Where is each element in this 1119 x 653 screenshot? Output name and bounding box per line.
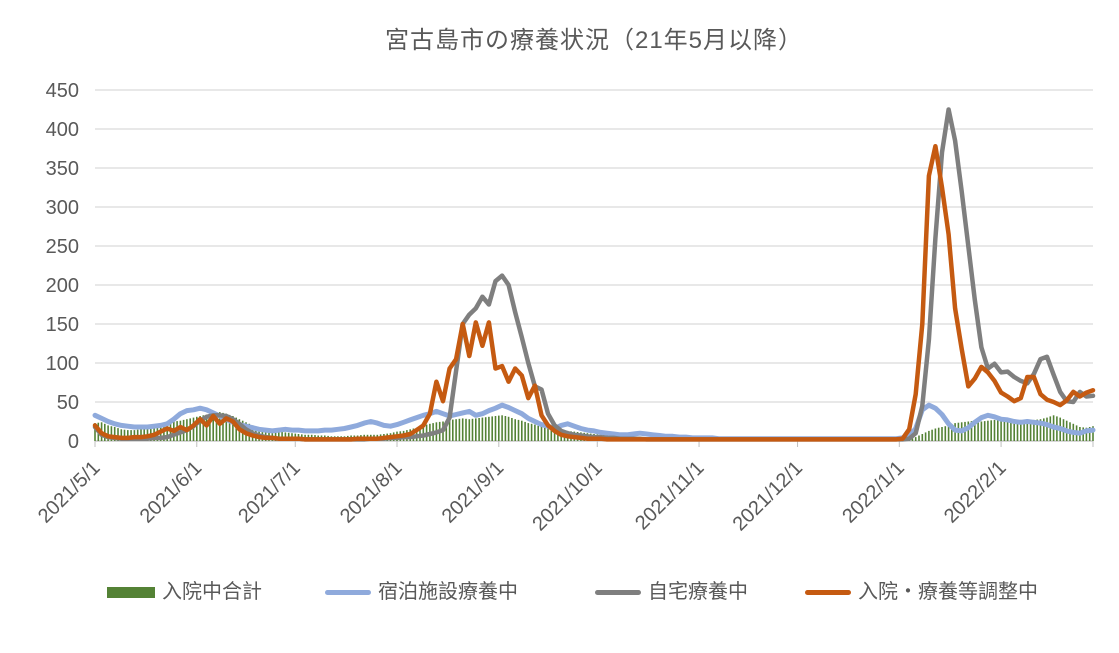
x-axis-label: 2022/1/1 — [838, 457, 909, 528]
line-adjustment-pending — [92, 143, 1096, 442]
x-axis-label: 2021/12/1 — [729, 457, 807, 535]
legend-label-hotel-care: 宿泊施設療養中 — [378, 581, 518, 603]
y-axis-label: 150 — [46, 314, 79, 336]
legend-item-adjustment-pending: 入院・療養等調整中 — [805, 580, 1038, 604]
x-axis-label: 2021/11/1 — [631, 457, 708, 534]
x-axis-label: 2021/6/1 — [136, 457, 207, 528]
x-axis-label: 2021/5/1 — [34, 457, 105, 528]
x-axis-label: 2021/9/1 — [438, 457, 509, 528]
y-axis-label: 400 — [46, 119, 79, 141]
y-axis-label: 200 — [46, 275, 79, 297]
y-axis-label: 300 — [46, 197, 79, 219]
legend-item-hospitalized-total: 入院中合計 — [107, 580, 262, 604]
y-axis-label: 450 — [46, 80, 79, 102]
legend-item-hotel-care: 宿泊施設療養中 — [325, 580, 518, 604]
legend-label-home-care: 自宅療養中 — [648, 581, 748, 603]
legend-label-adjustment-pending: 入院・療養等調整中 — [858, 581, 1038, 603]
x-axis-label: 2021/10/1 — [528, 457, 606, 535]
y-axis-label: 50 — [57, 392, 79, 414]
legend-swatch-hospitalized-total-icon — [107, 586, 155, 598]
line-hotel-care — [92, 402, 1096, 442]
y-axis-label: 0 — [68, 431, 79, 453]
legend-swatch-hotel-care-icon — [325, 589, 371, 595]
x-axis-label: 2021/8/1 — [336, 457, 407, 528]
legend-label-hospitalized-total: 入院中合計 — [162, 581, 262, 603]
x-axis-label: 2022/2/1 — [940, 457, 1011, 528]
legend-swatch-adjustment-pending-icon — [805, 589, 851, 595]
y-axis-label: 100 — [46, 353, 79, 375]
legend-swatch-home-care-icon — [595, 589, 641, 595]
legend-item-home-care: 自宅療養中 — [595, 580, 748, 604]
y-axis-label: 350 — [46, 158, 79, 180]
line-home-care — [92, 107, 1096, 442]
x-axis-label: 2021/7/1 — [234, 457, 305, 528]
chart-title: 宮古島市の療養状況（21年5月以降） — [384, 27, 804, 54]
y-axis-label: 250 — [46, 236, 79, 258]
